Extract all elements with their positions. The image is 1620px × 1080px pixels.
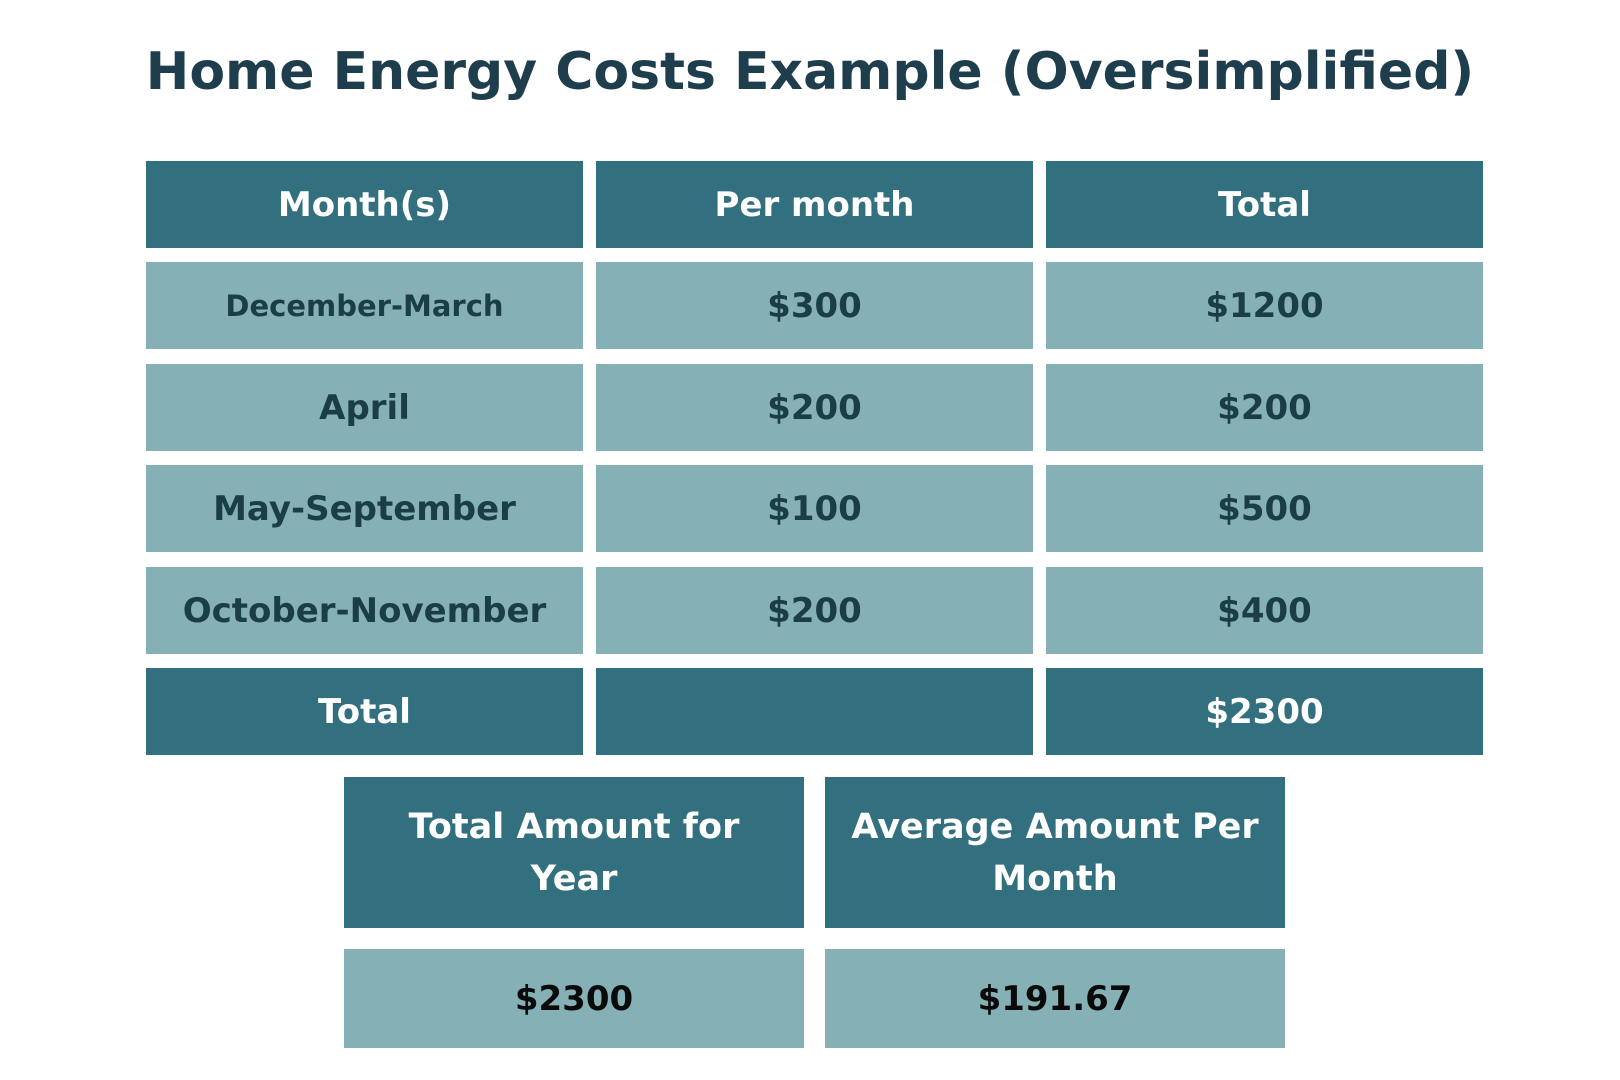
row-total: $400 (1046, 567, 1483, 654)
summary-value-average-month: $191.67 (825, 949, 1285, 1048)
row-month: October-November (146, 567, 583, 654)
header-per-month: Per month (596, 161, 1033, 248)
total-row-label: Total (146, 668, 583, 755)
row-per-month: $100 (596, 465, 1033, 552)
header-months: Month(s) (146, 161, 583, 248)
row-per-month: $200 (596, 567, 1033, 654)
row-per-month: $200 (596, 364, 1033, 451)
header-total: Total (1046, 161, 1483, 248)
row-total: $1200 (1046, 262, 1483, 349)
total-row-total: $2300 (1046, 668, 1483, 755)
row-per-month: $300 (596, 262, 1033, 349)
row-month: December-March (146, 262, 583, 349)
row-total: $200 (1046, 364, 1483, 451)
row-total: $500 (1046, 465, 1483, 552)
row-month: April (146, 364, 583, 451)
page-title: Home Energy Costs Example (Oversimplifie… (145, 42, 1475, 102)
summary-header-total-year: Total Amount for Year (344, 777, 804, 928)
total-row-per-month (596, 668, 1033, 755)
summary-value-total-year: $2300 (344, 949, 804, 1048)
summary-header-average-month: Average Amount Per Month (825, 777, 1285, 928)
row-month: May-September (146, 465, 583, 552)
